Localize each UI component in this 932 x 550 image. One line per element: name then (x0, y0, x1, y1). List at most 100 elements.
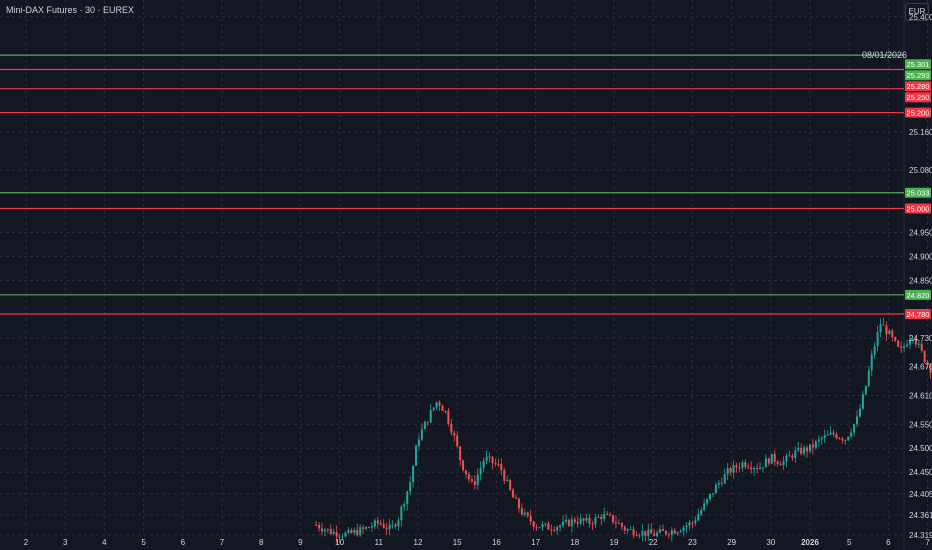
candle-body (526, 512, 529, 516)
candle-body (391, 524, 394, 526)
y-tick-label: 24.405 (909, 490, 932, 499)
candle-body (420, 429, 423, 440)
candle-body (906, 344, 909, 347)
currency-button[interactable]: EUR (905, 3, 929, 21)
y-tick-label: 24.670 (909, 363, 932, 372)
candle-body (323, 529, 326, 532)
candle-body (465, 470, 468, 475)
candle-body (359, 527, 362, 536)
candle-body (879, 324, 882, 333)
candle-body (629, 529, 632, 531)
candle-body (603, 513, 606, 520)
candle-body (723, 474, 726, 484)
candle-body (817, 439, 820, 442)
candle-body (353, 530, 356, 533)
price-badge-label: 25.250 (907, 93, 930, 102)
candle-body (653, 533, 656, 536)
x-tick-label: 2 (24, 538, 29, 547)
candle-body (318, 525, 321, 529)
candle-body (509, 479, 512, 490)
candle-body (641, 530, 644, 536)
candle-body (453, 432, 456, 436)
candle-body (744, 462, 747, 467)
candle-body (515, 497, 517, 499)
x-tick-label: 5 (847, 538, 852, 547)
price-badge (905, 59, 931, 70)
candle-body (406, 491, 409, 505)
x-tick-label: 19 (610, 538, 619, 547)
candle-body (423, 421, 426, 430)
candle-body (873, 346, 876, 355)
y-tick-label: 24.550 (909, 420, 932, 429)
candle-body (800, 447, 803, 454)
candle-body (864, 386, 867, 395)
candle-body (579, 518, 582, 524)
x-tick-label: 10 (335, 538, 344, 547)
candle-body (617, 523, 620, 525)
candle-body (853, 424, 856, 433)
candle-body (920, 343, 923, 351)
price-badge (905, 187, 931, 198)
candle-body (570, 519, 573, 527)
price-badge-label: 24.820 (907, 291, 930, 300)
candle-body (659, 529, 662, 533)
candle-body (735, 465, 738, 468)
candle-body (564, 519, 567, 522)
candle-body (750, 467, 753, 470)
candle-body (829, 432, 832, 435)
price-badge (905, 107, 931, 118)
price-badge (905, 309, 931, 320)
candle-body (541, 524, 544, 528)
candle-body (426, 421, 429, 423)
candle-body (694, 520, 697, 523)
price-badge (905, 70, 931, 81)
candle-body (914, 339, 917, 345)
candle-body (897, 340, 900, 347)
candle-body (344, 532, 347, 537)
y-tick-label: 24.500 (909, 444, 932, 453)
candle-body (559, 525, 562, 528)
candle-body (582, 518, 585, 521)
candle-body (335, 531, 338, 537)
symbol-title[interactable]: Mini-DAX Futures · 30 · EUREX (6, 5, 135, 15)
candle-body (620, 523, 623, 527)
candle-body (567, 519, 570, 527)
candle-body (415, 446, 418, 466)
candle-body (485, 456, 488, 461)
candle-body (612, 515, 615, 522)
candle-body (585, 517, 588, 521)
candle-body (820, 438, 823, 440)
candle-body (638, 535, 641, 537)
candle-body (809, 444, 811, 452)
candle-body (894, 337, 897, 341)
candle-body (626, 529, 629, 531)
candle-body (370, 526, 373, 528)
y-tick-label: 24.361 (909, 511, 932, 520)
candle-body (764, 458, 767, 468)
candle-body (711, 493, 714, 495)
candle-body (473, 481, 476, 486)
candle-body (512, 489, 515, 498)
candle-body (594, 517, 597, 525)
candle-body (573, 519, 576, 523)
candle-body (850, 432, 853, 437)
candle-body (670, 530, 673, 536)
candle-body (544, 523, 547, 525)
candle-body (409, 482, 412, 492)
candle-body (732, 465, 735, 473)
x-tick-label: 16 (492, 538, 501, 547)
candle-body (706, 498, 709, 504)
candle-body (368, 527, 370, 529)
level-lines (0, 54, 904, 315)
x-tick-label: 3 (63, 538, 68, 547)
candle-body (609, 514, 612, 516)
candle-body (341, 536, 344, 538)
candle-body (814, 441, 817, 448)
candle-body (782, 461, 785, 466)
x-tick-label: 6 (886, 538, 891, 547)
candle-body (388, 525, 391, 530)
candle-body (532, 521, 535, 527)
y-tick-label: 24.450 (909, 468, 932, 477)
price-badge-label: 25.301 (907, 60, 930, 69)
